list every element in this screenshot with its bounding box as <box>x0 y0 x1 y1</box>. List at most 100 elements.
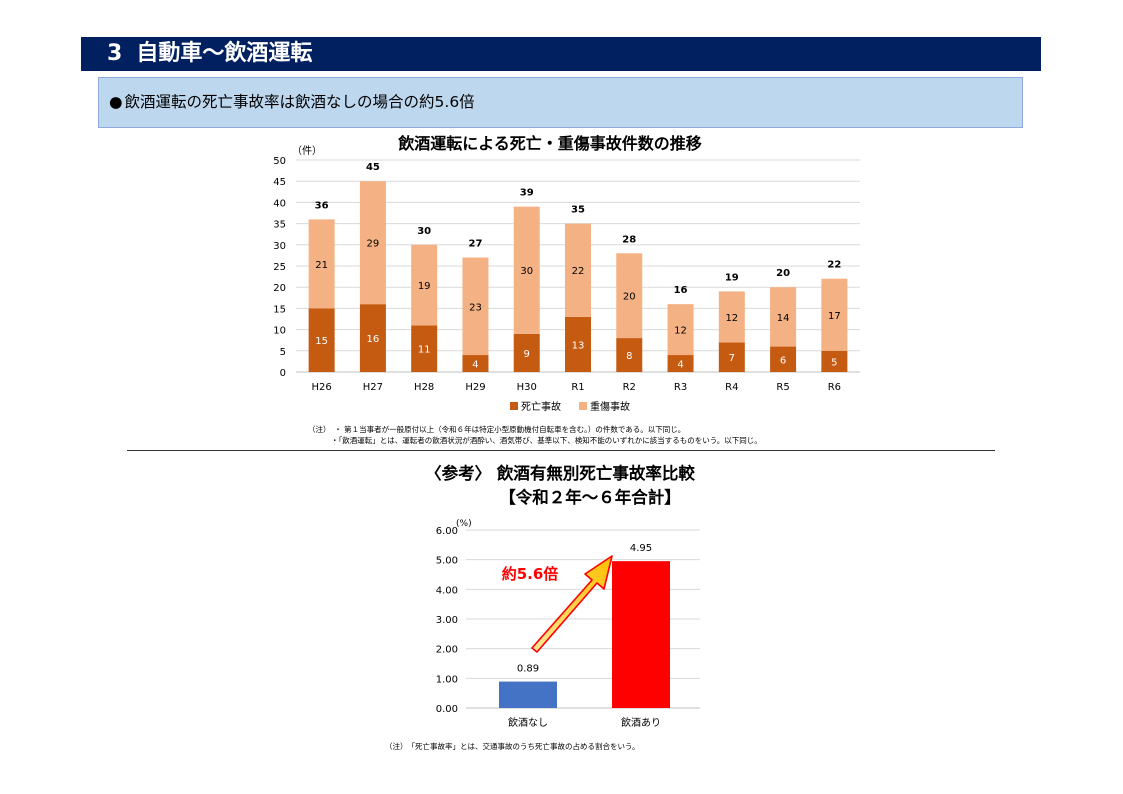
bar-fatal <box>411 325 438 372</box>
x-tick-label: H27 <box>363 382 383 393</box>
total-value-label: 19 <box>725 272 739 283</box>
legend-label-fatal: 死亡事故 <box>521 400 561 413</box>
bar-fatal <box>616 338 643 372</box>
section-divider <box>127 450 995 451</box>
y-tick-label: 15 <box>273 304 286 315</box>
serious-value-label: 19 <box>418 281 431 292</box>
bullet-icon: ● <box>109 93 123 111</box>
x-tick-label: R6 <box>828 382 841 393</box>
bar-serious <box>667 304 694 356</box>
total-value-label: 35 <box>571 205 585 216</box>
bar-serious <box>718 291 745 343</box>
bar-fatal <box>513 333 540 372</box>
bar-fatal <box>308 308 335 372</box>
y-tick-label: 50 <box>273 156 286 167</box>
total-value-label: 36 <box>315 200 329 211</box>
y-tick-label: 20 <box>273 283 286 294</box>
serious-value-label: 23 <box>469 302 482 313</box>
y-tick-label: 4.00 <box>436 585 458 596</box>
serious-value-label: 17 <box>828 311 841 322</box>
x-tick-label: R1 <box>571 382 584 393</box>
total-value-label: 30 <box>417 226 431 237</box>
x-tick-label: H26 <box>312 382 332 393</box>
bar-serious <box>359 181 386 305</box>
increase-arrow-icon <box>531 555 613 653</box>
fatal-value-label: 4 <box>677 360 683 371</box>
fatal-value-label: 4 <box>472 360 478 371</box>
y-tick-label: 40 <box>273 198 286 209</box>
serious-value-label: 30 <box>520 266 533 277</box>
rate-value-label: 4.95 <box>630 543 652 554</box>
x-tick-label: R4 <box>725 382 738 393</box>
serious-value-label: 20 <box>623 292 636 303</box>
x-tick-label: R5 <box>776 382 789 393</box>
chart2-subtitle: 【令和２年～６年合計】 <box>499 488 681 507</box>
bar-serious <box>513 206 540 334</box>
rate-value-label: 0.89 <box>517 664 539 675</box>
bar-fatal <box>770 346 797 372</box>
bar-serious <box>308 219 335 309</box>
bar-fatal <box>821 350 848 372</box>
chart2-title-block: 〈参考〉 飲酒有無別死亡事故率比較 【令和２年～６年合計】 <box>360 462 760 510</box>
y-tick-label: 6.00 <box>436 526 458 537</box>
fatal-value-label: 8 <box>626 351 632 362</box>
chart1-title: 飲酒運転による死亡・重傷事故件数の推移 <box>398 134 702 153</box>
section-header: 3 自動車～飲酒運転 <box>81 37 1041 71</box>
bar-serious <box>565 223 591 317</box>
y-tick-label: 3.00 <box>436 615 458 626</box>
ratio-annotation: 約5.6倍 <box>502 565 559 583</box>
fatal-value-label: 9 <box>524 349 530 360</box>
y-tick-label: 45 <box>273 177 286 188</box>
x-tick-label: R2 <box>623 382 636 393</box>
y-axis-unit: (%) <box>456 519 472 529</box>
fatal-value-label: 5 <box>831 357 837 368</box>
chart1-note-2: ・「飲酒運転」とは、運転者の飲酒状況が酒酔い、酒気帯び、基準以下、検知不能のいず… <box>331 436 762 445</box>
total-value-label: 22 <box>827 260 841 271</box>
x-tick-label: 飲酒なし <box>508 716 548 729</box>
bar-fatal <box>565 316 591 372</box>
y-tick-label: 1.00 <box>436 674 458 685</box>
bar-fatal <box>667 355 694 372</box>
legend-label-serious: 重傷事故 <box>590 400 630 413</box>
x-tick-label: R3 <box>674 382 687 393</box>
y-tick-label: 10 <box>273 326 286 337</box>
bar-fatal <box>462 355 489 372</box>
x-tick-label: H29 <box>465 382 485 393</box>
fatal-value-label: 13 <box>572 340 585 351</box>
summary-box: ● 飲酒運転の死亡事故率は飲酒なしの場合の約5.6倍 <box>98 77 1023 128</box>
y-tick-label: 25 <box>273 262 286 273</box>
x-tick-label: H30 <box>517 382 537 393</box>
fatal-value-label: 11 <box>418 345 431 356</box>
chart2-title: 〈参考〉 飲酒有無別死亡事故率比較 <box>425 464 695 483</box>
summary-text: 飲酒運転の死亡事故率は飲酒なしの場合の約5.6倍 <box>124 93 475 111</box>
serious-value-label: 21 <box>315 260 328 271</box>
y-axis-unit: （件） <box>292 145 322 157</box>
y-tick-label: 0 <box>280 368 286 379</box>
serious-value-label: 22 <box>572 266 585 277</box>
section-number: 3 <box>107 41 123 66</box>
x-tick-label: H28 <box>414 382 434 393</box>
y-tick-label: 5 <box>280 347 286 358</box>
y-tick-label: 2.00 <box>436 645 458 656</box>
bar-serious <box>821 278 848 351</box>
total-value-label: 27 <box>468 239 482 250</box>
total-value-label: 28 <box>622 234 636 245</box>
serious-value-label: 29 <box>367 239 380 250</box>
bar-serious <box>616 253 643 339</box>
serious-value-label: 12 <box>674 326 687 337</box>
fatal-value-label: 7 <box>729 353 735 364</box>
bar-fatal <box>718 342 745 372</box>
chart2-note: （注） 「死亡事故率」とは、交通事故のうち死亡事故の占める割合をいう。 <box>385 742 640 751</box>
serious-value-label: 14 <box>777 313 790 324</box>
x-tick-label: 飲酒あり <box>621 716 661 729</box>
legend-swatch-serious <box>579 402 587 410</box>
chart1-note-1: （注） ・ 第１当事者が一般原付以上（令和６年は特定小型原動機付自転車を含む。）… <box>308 425 686 434</box>
rate-bar <box>612 561 670 708</box>
fatal-value-label: 6 <box>780 355 786 366</box>
y-tick-label: 0.00 <box>436 704 458 715</box>
fatal-value-label: 16 <box>367 334 380 345</box>
y-tick-label: 35 <box>273 220 286 231</box>
y-tick-label: 5.00 <box>436 556 458 567</box>
